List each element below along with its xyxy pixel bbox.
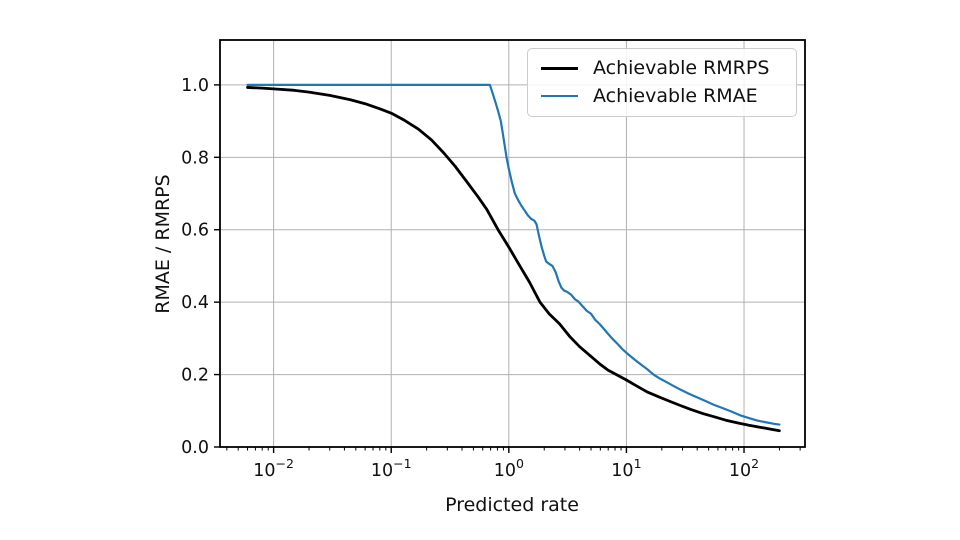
- x-tick-label: 10−2: [253, 456, 294, 481]
- legend-line-sample: [541, 95, 578, 97]
- legend-label: Achievable RMAE: [593, 85, 758, 107]
- y-tick-label: 0.4: [181, 293, 209, 313]
- series-line-achievable-rmrps: [246, 86, 781, 433]
- series-line-achievable-rmae: [246, 83, 781, 426]
- y-axis-label: RMAE / RMRPS: [152, 174, 174, 314]
- x-tick-label: 10−1: [371, 456, 412, 481]
- x-axis-label: Predicted rate: [445, 494, 579, 516]
- legend: Achievable RMRPS Achievable RMAE: [527, 48, 797, 117]
- legend-label: Achievable RMRPS: [593, 57, 770, 79]
- x-tick-label: 100: [494, 456, 524, 481]
- x-tick-label: 101: [611, 456, 641, 481]
- y-tick-label: 0.6: [181, 221, 209, 241]
- axes-border: [219, 39, 806, 448]
- legend-entry: Achievable RMRPS: [528, 54, 796, 82]
- y-tick-label: 0.2: [181, 366, 209, 386]
- legend-entry: Achievable RMAE: [528, 82, 796, 110]
- legend-line-sample: [541, 66, 578, 70]
- x-tick-label: 102: [729, 456, 759, 481]
- y-tick-label: 0.8: [181, 148, 209, 168]
- y-tick-label: 0.0: [181, 438, 209, 458]
- y-tick-label: 1.0: [181, 76, 209, 96]
